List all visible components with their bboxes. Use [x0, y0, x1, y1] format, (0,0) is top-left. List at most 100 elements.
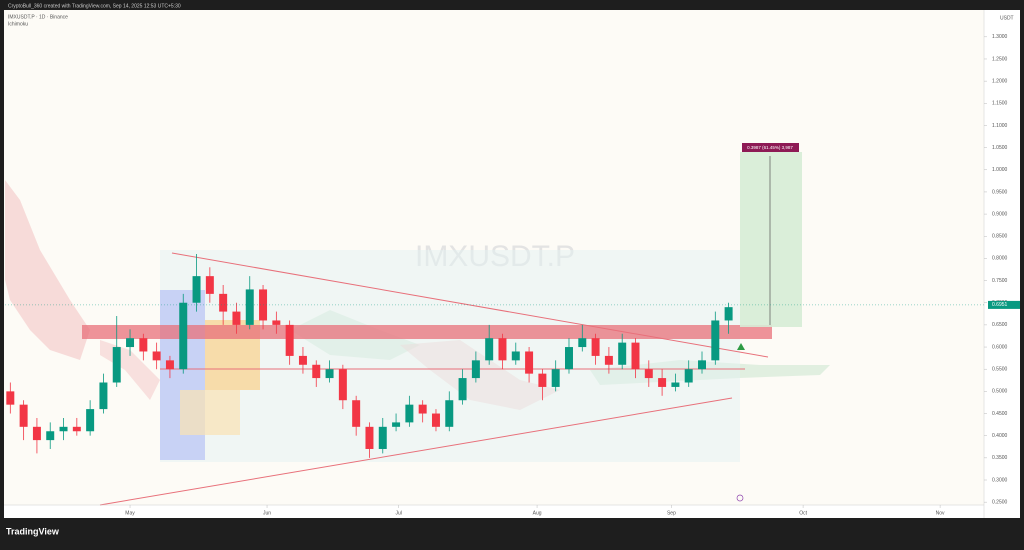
candle-body [86, 409, 95, 432]
candle-body [431, 413, 440, 427]
x-tick-label: Jul [396, 510, 402, 516]
y-tick-label: 1.1000 [992, 123, 1008, 129]
target-zone [740, 152, 802, 327]
candle-body [19, 404, 28, 427]
candle-body [6, 391, 15, 405]
candle-body [485, 338, 494, 361]
last-price-label: 0.6951 [992, 302, 1008, 308]
candle-body [352, 400, 361, 427]
y-tick-label: 0.2500 [992, 499, 1008, 505]
y-tick-label: 0.6000 [992, 344, 1008, 350]
candle-body [525, 351, 534, 374]
candle-body [405, 404, 414, 423]
candle-body [445, 400, 454, 427]
y-tick-label: 1.2000 [992, 78, 1008, 84]
y-tick-label: 0.5500 [992, 367, 1008, 373]
event-marker [736, 494, 744, 502]
cloud [5, 180, 90, 360]
y-tick-label: 0.4000 [992, 433, 1008, 439]
candle-body [658, 378, 667, 387]
y-tick-label: 1.3000 [992, 34, 1008, 40]
x-tick-label: Sep [667, 510, 676, 516]
brand: TradingView [6, 526, 60, 536]
resistance-zone [82, 325, 772, 339]
candle-body [551, 369, 560, 387]
candle-body [99, 382, 108, 410]
candle-body [46, 431, 55, 441]
candle-body [618, 342, 627, 365]
candle-body [538, 373, 547, 387]
y-tick-label: 0.7500 [992, 278, 1008, 284]
candle-body [604, 355, 613, 365]
position-label-box [742, 143, 799, 152]
x-tick-label: Oct [799, 510, 807, 516]
candle-body [126, 338, 135, 348]
y-tick-label: 0.5000 [992, 389, 1008, 395]
position-label: 0.3987 (61.45%) 3,987 [747, 145, 793, 150]
y-unit: USDT [1000, 15, 1014, 21]
candle-body [644, 369, 653, 379]
candle-body [591, 338, 600, 356]
candle-body [245, 289, 254, 325]
x-tick-label: Jun [263, 510, 271, 516]
volume-profile [180, 390, 240, 435]
candle-body [205, 276, 214, 294]
y-tick-label: 1.0000 [992, 167, 1008, 173]
candle-body [219, 293, 228, 312]
y-tick-label: 0.4500 [992, 411, 1008, 417]
candle-body [325, 369, 334, 379]
candle-body [724, 307, 733, 321]
credit: CryptoBull_360 created with TradingView.… [8, 3, 181, 9]
candle-body [152, 351, 161, 361]
candle-body [564, 347, 573, 370]
candle-body [498, 338, 507, 361]
candle-body [392, 422, 401, 427]
y-tick-label: 0.6500 [992, 322, 1008, 328]
footer-bar [0, 518, 1024, 545]
y-tick-label: 1.0500 [992, 145, 1008, 151]
y-tick-label: 0.9500 [992, 189, 1008, 195]
y-tick-label: 1.2500 [992, 56, 1008, 62]
candle-body [32, 426, 41, 441]
candle-body [684, 369, 693, 383]
candle-body [165, 360, 174, 370]
y-tick-label: 1.1500 [992, 101, 1008, 107]
y-tick-label: 0.9000 [992, 211, 1008, 217]
candle-body [378, 426, 387, 449]
candle-body [59, 426, 68, 432]
candle-body [192, 276, 201, 303]
y-tick-label: 0.8000 [992, 256, 1008, 262]
candle-body [139, 338, 148, 352]
candle-body [72, 426, 81, 432]
candle-body [711, 320, 720, 361]
candle-body [471, 360, 480, 379]
candle-body [285, 324, 294, 356]
y-tick-label: 0.3500 [992, 455, 1008, 461]
candle-body [338, 369, 347, 401]
candle-body [312, 364, 321, 379]
candle-body [698, 360, 706, 370]
candle-body [511, 351, 520, 361]
up-arrow [737, 343, 745, 350]
candle-body [365, 426, 374, 449]
x-tick-label: May [125, 510, 135, 516]
candle-body [458, 378, 467, 401]
candle-body [272, 320, 281, 325]
candle-body [578, 338, 587, 348]
y-tick-label: 0.8500 [992, 234, 1008, 240]
candle-body [298, 355, 307, 365]
candle-body [232, 311, 241, 325]
x-tick-label: Nov [936, 510, 945, 516]
trendline [99, 397, 733, 506]
candle-body [112, 347, 121, 383]
y-tick-label: 0.3000 [992, 477, 1008, 483]
indicator-name: Ichimoku [8, 21, 28, 27]
candle-body [179, 302, 188, 370]
last-price-box [988, 300, 1020, 309]
candle-body [418, 404, 427, 414]
x-tick-label: Aug [533, 510, 542, 516]
candle-body [671, 382, 680, 387]
candle-body [631, 342, 640, 370]
